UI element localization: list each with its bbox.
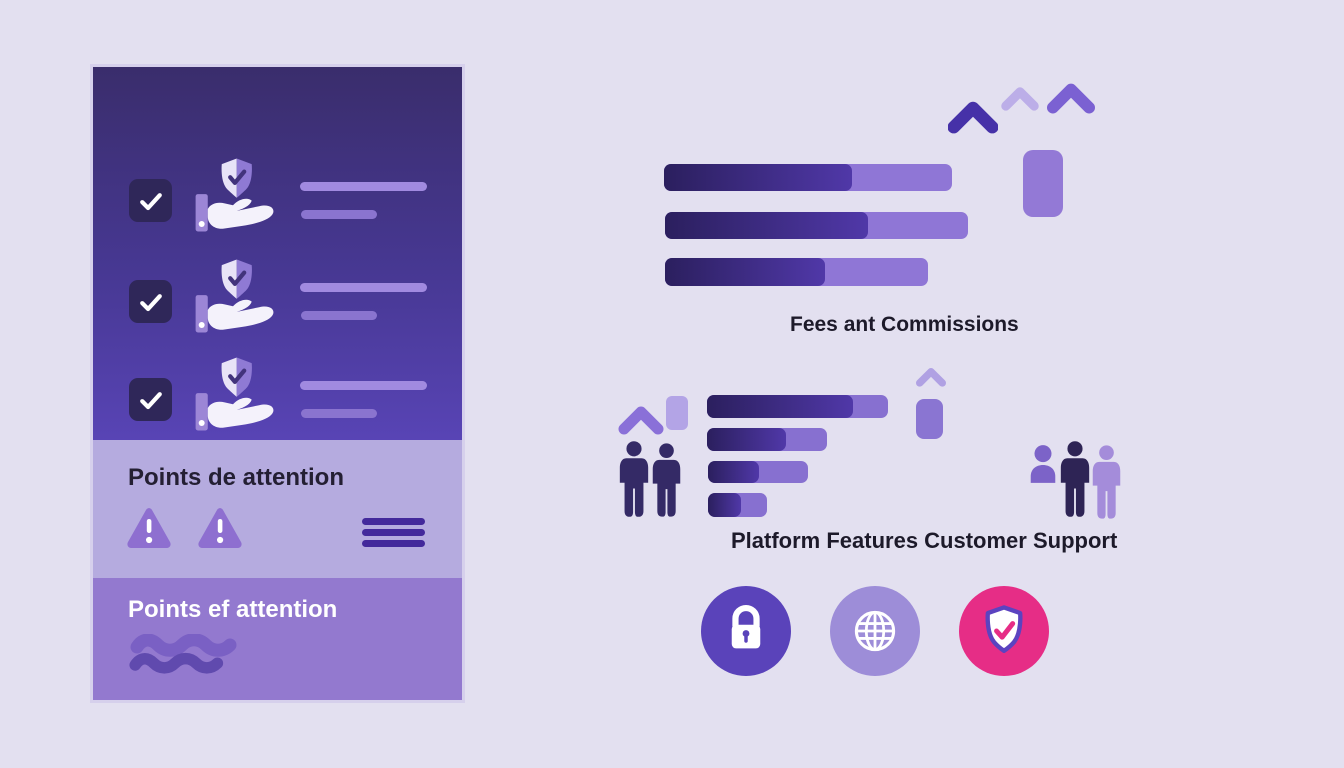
check-icon	[137, 187, 165, 215]
attention-bottom-section: Points ef attention	[93, 578, 462, 700]
growth-chevron-icon	[915, 367, 947, 387]
fees-bar-fill	[664, 164, 852, 191]
checkbox-checked[interactable]	[129, 280, 172, 323]
hand-shield-icon	[190, 155, 276, 235]
menu-icon[interactable]	[362, 518, 425, 551]
lock-badge[interactable]	[701, 586, 791, 676]
placeholder-line	[300, 283, 427, 292]
person-icon	[1058, 441, 1092, 517]
warning-triangle-icon	[196, 506, 244, 550]
features-bar	[707, 428, 827, 451]
fees-bar-fill	[665, 212, 868, 239]
warning-triangle-icon	[125, 506, 173, 550]
check-icon	[137, 288, 165, 316]
shield-check-badge[interactable]	[959, 586, 1049, 676]
growth-chevron-icon	[618, 405, 664, 435]
placeholder-line	[300, 182, 427, 191]
shield-check-icon	[973, 600, 1035, 662]
features-bar-fill	[708, 493, 741, 517]
features-bar-fill	[708, 461, 759, 483]
bar-block	[1023, 150, 1063, 217]
checklist-row	[93, 354, 462, 444]
features-bar	[708, 493, 767, 517]
features-caption: Platform Features Customer Support	[731, 528, 1118, 553]
checklist-row	[93, 256, 462, 346]
features-bar-fill	[707, 428, 786, 451]
placeholder-line	[300, 381, 427, 390]
growth-chevron-icon	[1001, 86, 1039, 111]
squiggle-icon	[129, 652, 228, 678]
placeholder-line	[301, 210, 377, 219]
hand-shield-icon	[190, 354, 276, 434]
growth-chevron-icon	[948, 100, 998, 134]
placeholder-line	[301, 311, 377, 320]
features-bar	[707, 395, 888, 418]
globe-icon	[844, 600, 906, 662]
section-title: Points de attention	[128, 464, 344, 491]
person-bust-icon	[1026, 444, 1060, 484]
attention-light-section: Points de attention	[93, 440, 462, 578]
globe-badge[interactable]	[830, 586, 920, 676]
bar-block	[666, 396, 688, 430]
features-bar	[708, 461, 808, 483]
person-icon	[1090, 445, 1123, 519]
checklist-row	[93, 155, 462, 245]
checkbox-checked[interactable]	[129, 179, 172, 222]
section-title: Points ef attention	[128, 596, 338, 623]
checklist-card: Points de attention Points ef attention	[93, 67, 462, 700]
features-bar-fill	[707, 395, 853, 418]
growth-chevron-icon	[1046, 82, 1096, 114]
person-icon	[650, 443, 683, 517]
bar-block	[916, 399, 943, 439]
fees-caption: Fees ant Commissions	[790, 313, 1019, 336]
lock-icon	[715, 600, 777, 662]
person-icon	[617, 441, 651, 517]
fees-bar	[664, 164, 952, 191]
fees-bar	[665, 212, 968, 239]
checkbox-checked[interactable]	[129, 378, 172, 421]
checklist-section	[93, 67, 462, 440]
fees-bar	[665, 258, 928, 286]
hand-shield-icon	[190, 256, 276, 336]
fees-bar-fill	[665, 258, 825, 286]
placeholder-line	[301, 409, 377, 418]
check-icon	[137, 386, 165, 414]
